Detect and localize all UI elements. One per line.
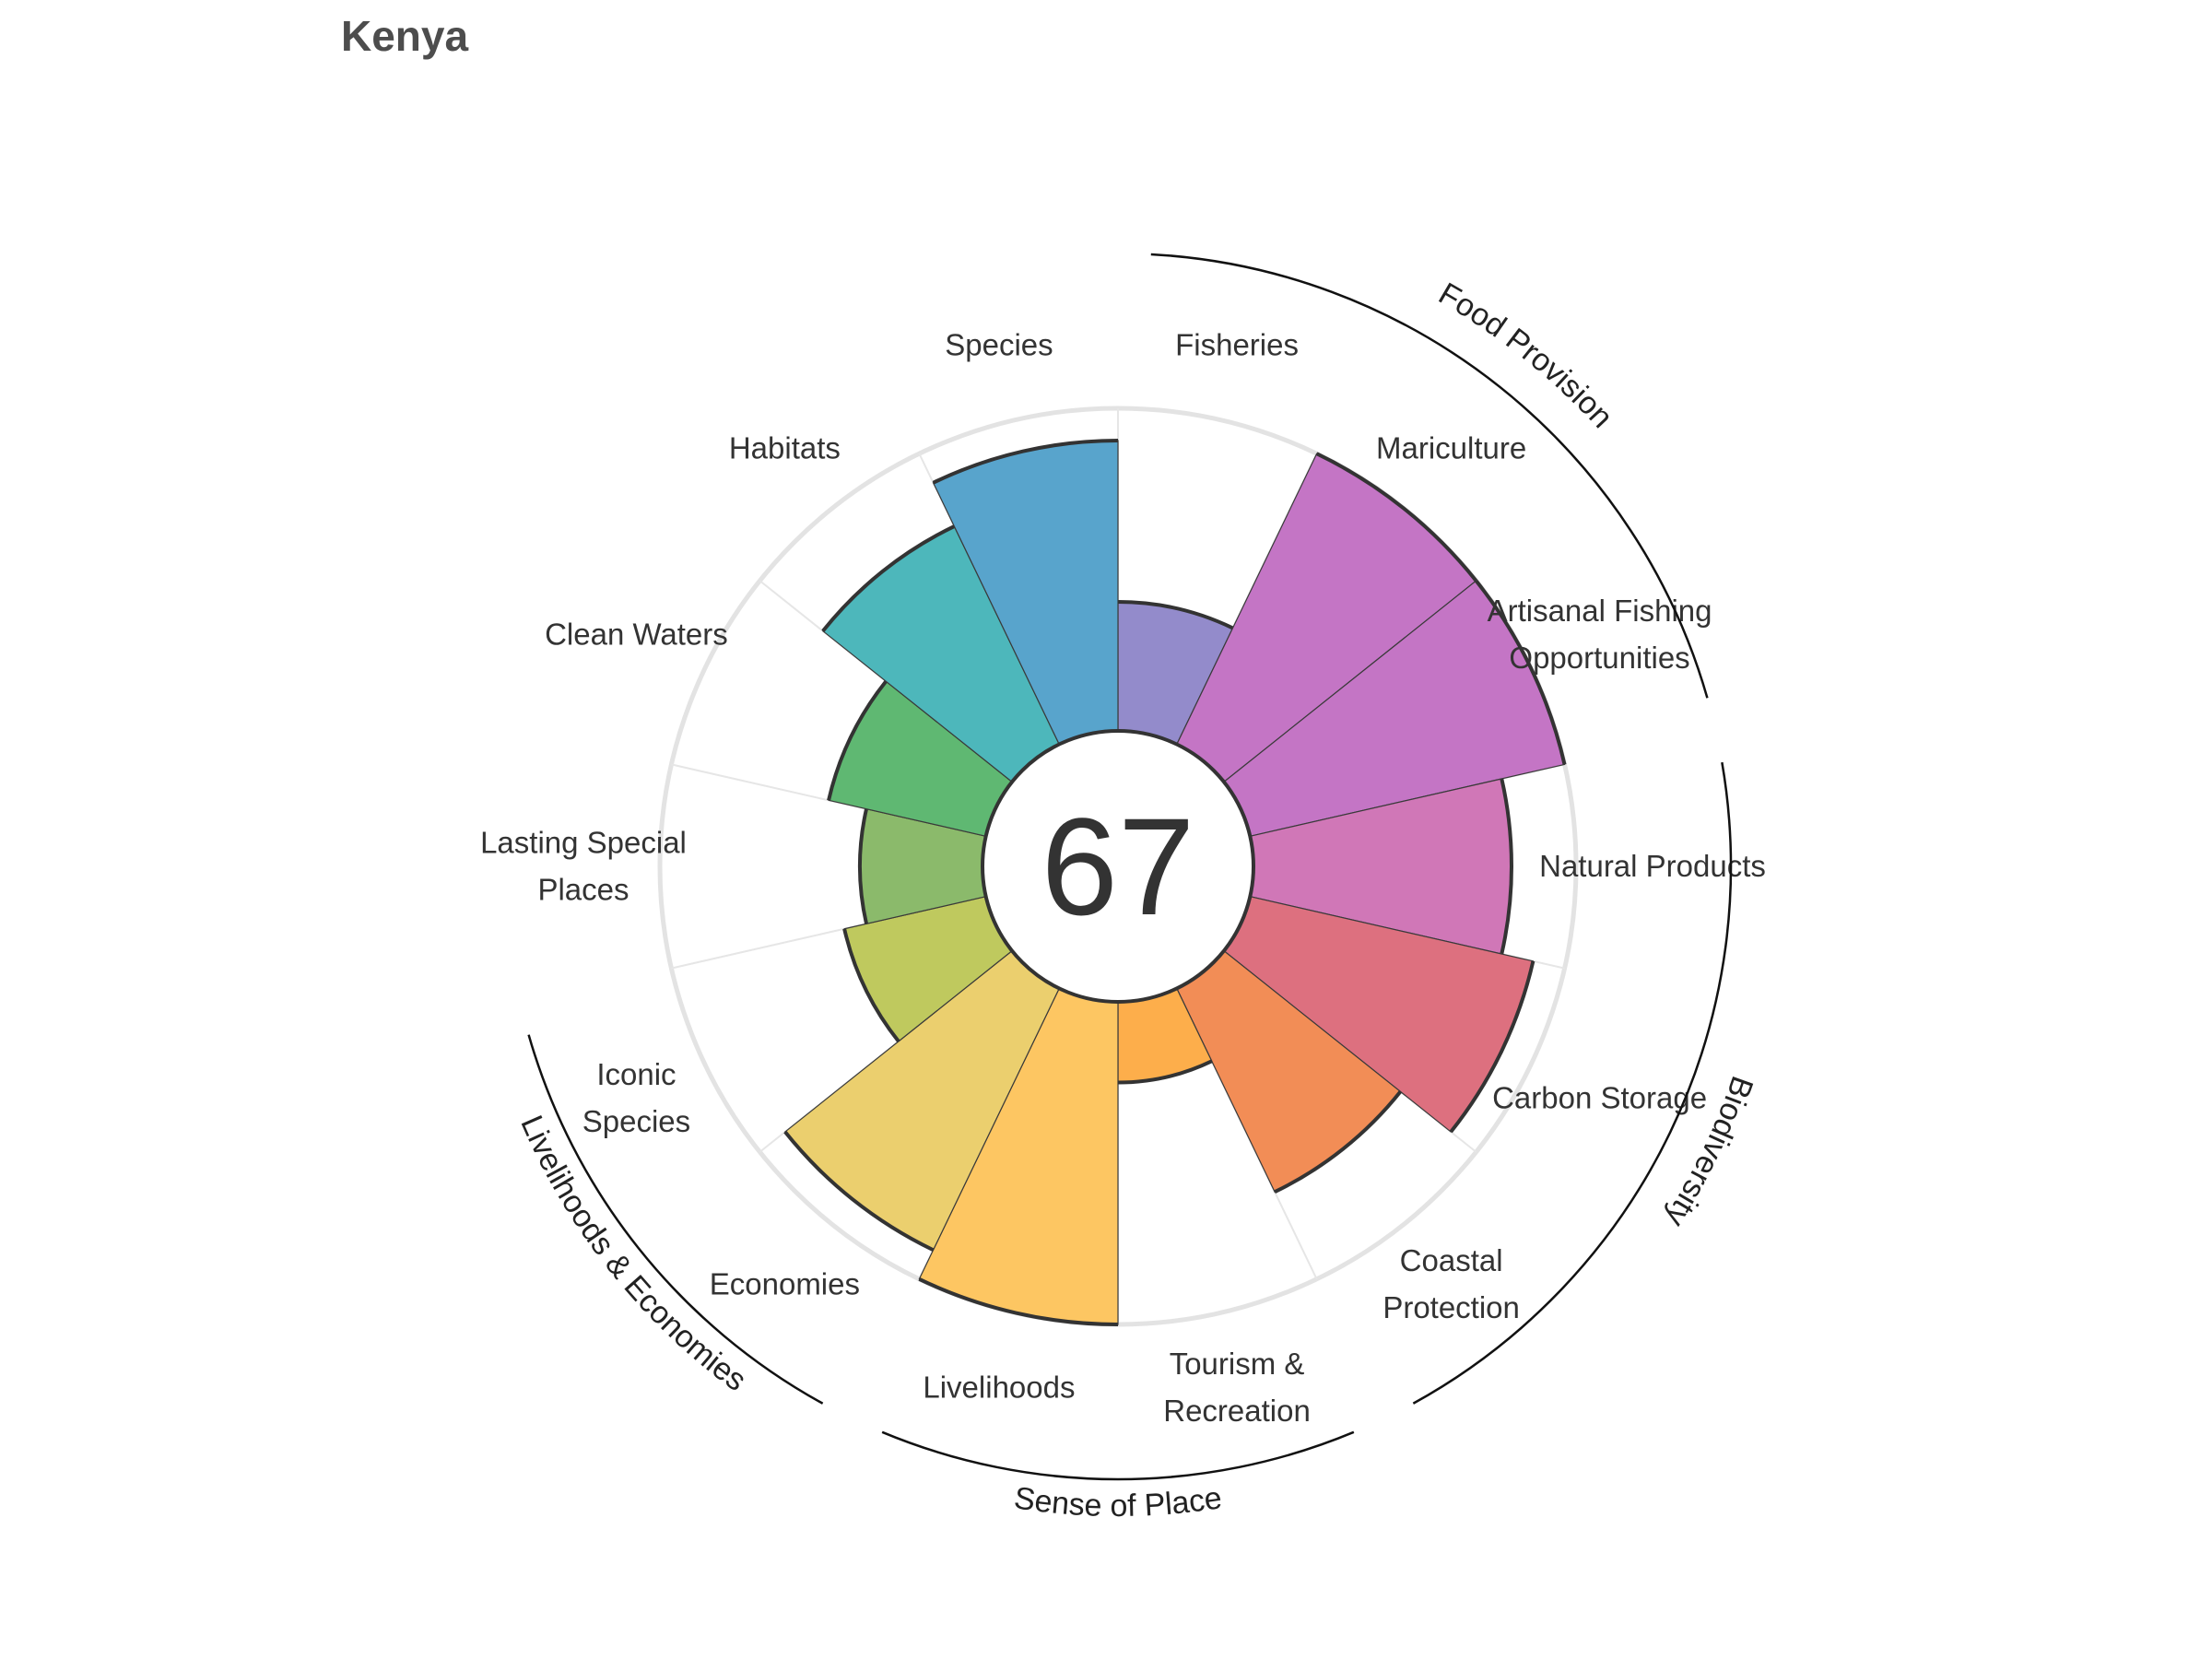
goal-label-line: Clean Waters [545,617,728,651]
goal-label-line: Protection [1382,1290,1520,1324]
petal-outline [1500,778,1513,955]
petal-outline [1274,1090,1403,1194]
goal-label-line: Tourism & [1170,1347,1305,1381]
goal-label: Carbon Storage [1492,1081,1707,1115]
goal-label-line: Artisanal Fishing [1488,594,1712,628]
center-score: 67 [1041,789,1195,944]
goal-label-line: Natural Products [1539,849,1766,883]
goal-label-line: Habitats [729,431,841,465]
petal-layer [783,439,1567,1326]
petal-outline [918,1277,1119,1326]
group-arc [881,1430,1355,1481]
petal-outline [1315,452,1478,582]
goal-label: Clean Waters [545,617,728,651]
petal-outline [783,1130,935,1253]
goal-label: Iconic Species [582,1057,690,1138]
goal-label-line: Economies [710,1266,860,1300]
goal-label-line: Opportunities [1509,641,1689,675]
goal-label-line: Species [582,1104,690,1138]
goal-label: Artisanal Fishing Opportunities [1488,594,1712,675]
goal-label: Natural Products [1539,849,1766,883]
petal-outline [932,439,1119,485]
goal-label: Species [945,328,1053,362]
goal-label-line: Carbon Storage [1492,1081,1707,1115]
group-label: Sense of Place [1012,1480,1224,1524]
label-layer: Fisheries Mariculture Artisanal Fishing Opp… [480,328,1766,1428]
petal-outline [842,928,900,1043]
goal-label: Mariculture [1376,431,1526,465]
goal-label: Livelihoods [923,1370,1075,1404]
group-label: Livelihoods & Economies [513,1111,752,1398]
goal-label-line: Iconic [596,1057,676,1091]
group-label: Food Provision [1433,276,1620,434]
petal-outline [827,679,888,801]
goal-label-line: Fisheries [1175,328,1299,362]
group-arc [527,1034,824,1405]
goal-label: Fisheries [1175,328,1299,362]
petal-outline [857,808,868,924]
group-arc [1150,253,1709,699]
petal-outline [1449,960,1535,1134]
group-arc [1412,761,1733,1405]
goal-label: Habitats [729,431,841,465]
goal-label-line: Livelihoods [923,1370,1075,1404]
goal-label-line: Recreation [1163,1394,1311,1428]
goal-label: Coastal Protection [1382,1243,1520,1324]
center-circle [981,729,1255,1004]
goal-label-line: Places [537,873,629,907]
goal-label-line: Mariculture [1376,431,1526,465]
goal-label-line: Coastal [1400,1243,1503,1277]
goal-label: Lasting Special Places [480,826,687,907]
chart-title: Kenya [341,12,468,60]
petal-outline [1475,579,1567,765]
petal-outline [821,524,956,632]
petal-outline [1117,1059,1213,1085]
petal-outline [1117,600,1234,630]
goal-label: Tourism & Recreation [1163,1347,1311,1428]
goal-label-line: Lasting Special [480,826,687,860]
goal-label: Economies [710,1266,860,1300]
goal-label-line: Species [945,328,1053,362]
